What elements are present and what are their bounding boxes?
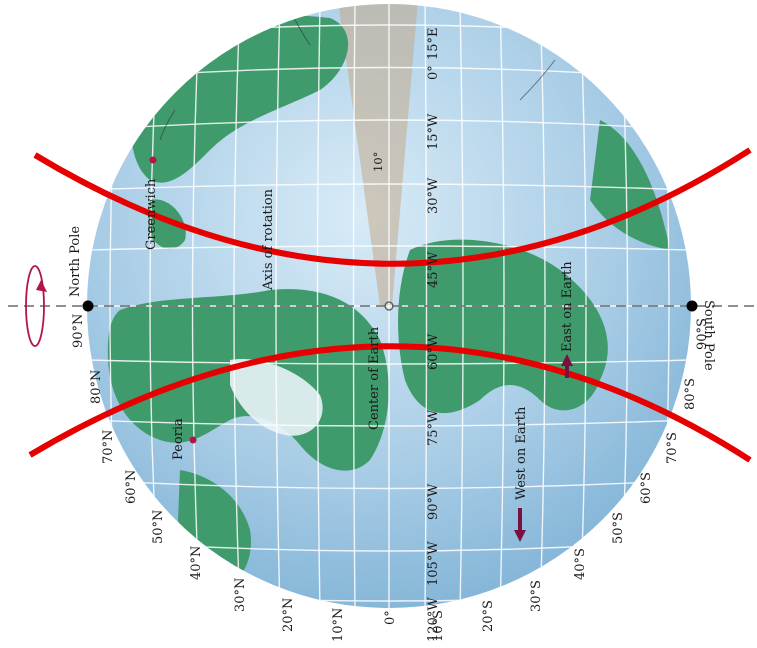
lat-label: 60°N	[124, 470, 139, 504]
greenwich-marker	[149, 156, 157, 164]
lon-label: 75°W	[426, 409, 441, 446]
greenwich-label: Greenwich	[144, 178, 159, 250]
equator-label: 0°	[383, 610, 398, 625]
lat-label: 50°N	[151, 510, 166, 544]
lat-label: 90°N	[71, 314, 86, 348]
axis-of-rotation-label: Axis of rotation	[261, 188, 276, 291]
west-on-earth-label: West on Earth	[514, 406, 529, 500]
longitude-labels: 15°E 0° 15°W 30°W 45°W 60°W 75°W 90°W 10…	[426, 27, 441, 642]
center-of-earth-label: Center of Earth	[367, 326, 382, 430]
lat-label: 10°S	[431, 610, 446, 642]
lat-label: 20°S	[481, 600, 496, 632]
peoria-label: Peoria	[171, 418, 186, 460]
south-pole-label: South Pole	[701, 300, 716, 371]
north-pole-label: North Pole	[68, 226, 83, 297]
north-pole-dot	[82, 300, 94, 312]
lon-label: 15°W	[426, 113, 441, 150]
peoria-marker	[189, 436, 197, 444]
center-of-earth-marker	[384, 301, 394, 311]
lat-label: 20°N	[281, 598, 296, 632]
lon-label: 0°	[426, 65, 441, 80]
lon-label: 45°W	[426, 251, 441, 288]
lat-label: 50°S	[611, 512, 626, 544]
lon-label: 90°W	[426, 483, 441, 520]
east-arrow-icon	[561, 354, 573, 378]
south-pole-dot	[686, 300, 698, 312]
lon-label: 60°W	[426, 333, 441, 370]
lon-label: 15°E	[426, 27, 441, 60]
lat-label: 70°N	[101, 430, 116, 464]
lat-label: 30°S	[529, 580, 544, 612]
lat-label: 80°S	[683, 378, 698, 410]
lat-label: 80°N	[89, 370, 104, 404]
lon-label: 105°W	[426, 541, 441, 586]
latitude-labels-south: 10°S 20°S 30°S 40°S 50°S 60°S 70°S 80°S …	[431, 318, 710, 642]
lat-label: 60°S	[639, 472, 654, 504]
east-on-earth-label: East on Earth	[560, 261, 575, 352]
red-curve-lower	[28, 343, 752, 463]
lon-label: 120°W	[426, 597, 441, 642]
lon-label: 30°W	[426, 177, 441, 214]
lat-label: 70°S	[665, 432, 680, 464]
lat-label: 30°N	[233, 578, 248, 612]
tilt-band	[338, 4, 418, 306]
lat-label: 10°N	[331, 608, 346, 642]
west-arrow-icon	[514, 508, 526, 542]
lat-label: 40°S	[573, 548, 588, 580]
lat-label: 40°N	[189, 546, 204, 580]
lat-label: 90°S	[695, 318, 710, 350]
tilt-angle-label: 10°	[371, 152, 385, 172]
latitude-labels-north: 90°N 80°N 70°N 60°N 50°N 40°N 30°N 20°N …	[71, 314, 346, 642]
circular-arrow-icon	[25, 265, 47, 347]
red-curve-upper	[33, 147, 752, 267]
